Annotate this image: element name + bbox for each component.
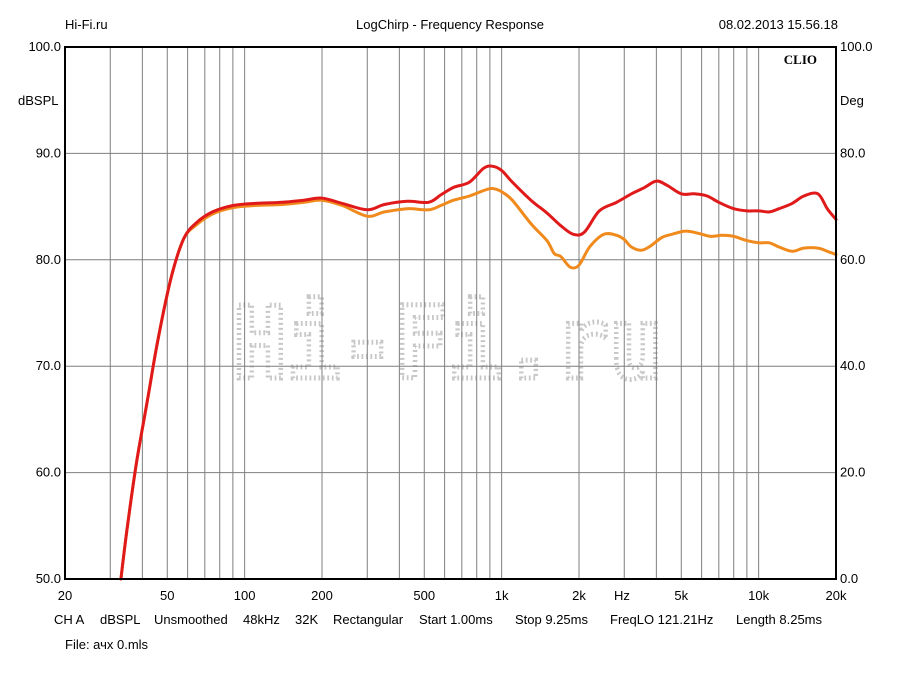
- y2-tick-label: 20.0: [840, 465, 865, 480]
- timestamp: 08.02.2013 15.56.18: [718, 17, 838, 32]
- x-tick-label: 10k: [748, 588, 769, 603]
- plot-frame: [64, 46, 837, 580]
- x-tick-label: 1k: [495, 588, 509, 603]
- y2-tick-label: 40.0: [840, 358, 865, 373]
- y-tick-label: 70.0: [36, 358, 61, 373]
- watermark: Hi-Fi.ru: [231, 283, 666, 405]
- settings-item: 48kHz: [243, 612, 280, 627]
- chart-grid: [65, 47, 836, 579]
- chart-series: [119, 164, 838, 581]
- x-tick-label: 5k: [674, 588, 688, 603]
- settings-item: CH A: [54, 612, 85, 627]
- x-tick-label: 20: [58, 588, 72, 603]
- y2-tick-label: 0.0: [840, 571, 858, 586]
- settings-item: Stop 9.25ms: [515, 612, 588, 627]
- settings-item: FreqLO 121.21Hz: [610, 612, 714, 627]
- y-tick-label: 100.0: [28, 39, 61, 54]
- x-tick-label: 20k: [826, 588, 847, 603]
- x-tick-label: 200: [311, 588, 333, 603]
- settings-item: Rectangular: [333, 612, 404, 627]
- x-tick-label: 50: [160, 588, 174, 603]
- y-axis-label: dBSPL: [18, 93, 58, 108]
- axis-labels: 20 50 100 200 500 1k 2k 5k 10k 20k 50.0 60.0 70.0 80.…: [28, 39, 872, 603]
- watermark-text: Hi-Fi.ru: [233, 285, 663, 402]
- x-tick-label: 500: [413, 588, 435, 603]
- series-line-red: [119, 164, 838, 581]
- clio-logo: CLIO: [784, 52, 817, 67]
- y2-tick-label: 80.0: [840, 145, 865, 160]
- y-tick-label: 60.0: [36, 465, 61, 480]
- settings-item: Unsmoothed: [154, 612, 228, 627]
- settings-item: Start 1.00ms: [419, 612, 493, 627]
- y2-tick-label: 60.0: [840, 252, 865, 267]
- file-label: File: ачх 0.mls: [65, 637, 149, 652]
- series-line-orange: [119, 186, 838, 581]
- settings-item: dBSPL: [100, 612, 141, 627]
- x-tick-label: 2k: [572, 588, 586, 603]
- settings-item: Length 8.25ms: [736, 612, 823, 627]
- y-tick-label: 90.0: [36, 145, 61, 160]
- settings-item: 32K: [295, 612, 319, 627]
- site-label: Hi-Fi.ru: [65, 17, 108, 32]
- chart-title: LogChirp - Frequency Response: [356, 17, 544, 32]
- y-tick-label: 50.0: [36, 571, 61, 586]
- y-tick-label: 80.0: [36, 252, 61, 267]
- y2-axis-label: Deg: [840, 93, 864, 108]
- y2-tick-label: 100.0: [840, 39, 873, 54]
- x-tick-label: 100: [234, 588, 256, 603]
- x-axis-unit-label: Hz: [614, 588, 630, 603]
